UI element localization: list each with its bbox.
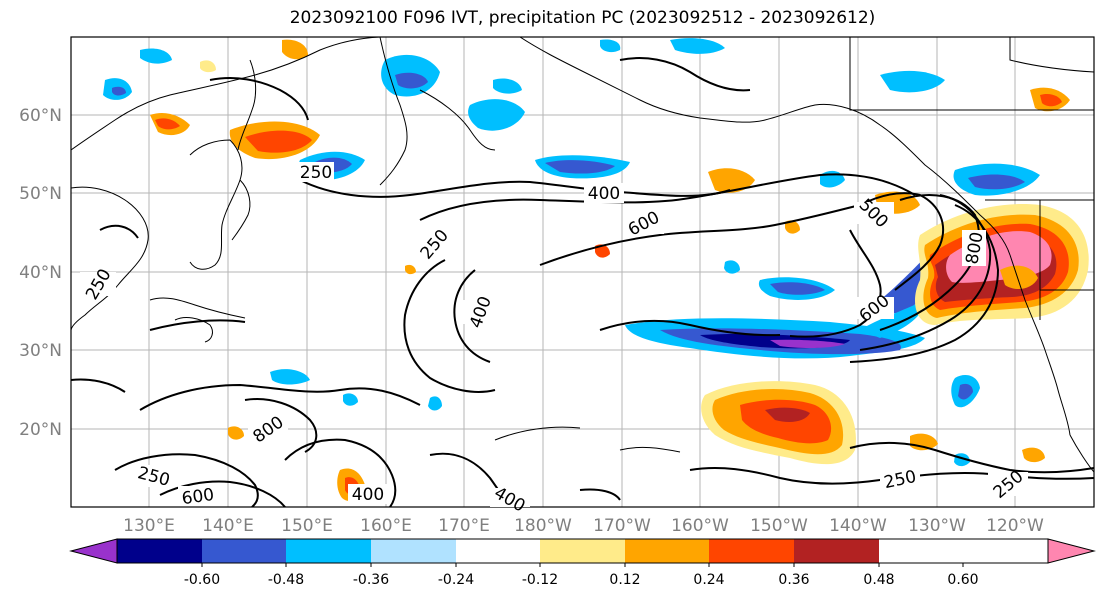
contour-labels: 250 400 600 250 400 500 800 600 250 800 …	[80, 162, 1028, 517]
colorbar-ticks: -0.60 -0.48 -0.36 -0.24 -0.12 0.12 0.24 0.36 0.4…	[184, 563, 979, 588]
colorbar-tick-label: 0.48	[863, 572, 894, 588]
colorbar-under-arrow	[69, 538, 118, 564]
contour-label: 250	[300, 163, 332, 183]
lon-label: 160°W	[671, 516, 729, 536]
lon-label: 140°W	[829, 516, 887, 536]
colorbar-segment	[625, 539, 709, 563]
colorbar-tick-label: 0.24	[693, 572, 724, 588]
colorbar-segment	[286, 539, 371, 563]
colorbar-tick-label: 0.36	[778, 572, 809, 588]
colorbar-segment	[794, 539, 879, 563]
colorbar-tick-label: 0.12	[609, 572, 640, 588]
colorbar-tick-label: -0.36	[353, 572, 389, 588]
lat-label: 40°N	[19, 263, 62, 283]
graticule	[71, 37, 1094, 507]
lon-label: 130°W	[908, 516, 966, 536]
colorbar-tick-label: -0.60	[184, 572, 220, 588]
contour-label: 400	[588, 184, 620, 204]
colorbar-tick-label: -0.48	[268, 572, 304, 588]
colorbar-over-arrow	[1047, 538, 1096, 564]
colorbar-segment	[371, 539, 456, 563]
lat-label: 50°N	[19, 184, 62, 204]
lat-label: 30°N	[19, 341, 62, 361]
colorbar: -0.60 -0.48 -0.36 -0.24 -0.12 0.12 0.24 0.36 0.4…	[69, 538, 1096, 588]
lon-label: 160°E	[360, 516, 412, 536]
lon-label: 140°E	[202, 516, 254, 536]
lat-label: 20°N	[19, 420, 62, 440]
colorbar-frame	[116, 538, 1049, 564]
contour-label: 600	[181, 485, 216, 509]
lon-label: 180°W	[514, 516, 572, 536]
colorbar-segment	[540, 539, 625, 563]
lon-label: 120°W	[986, 516, 1044, 536]
colorbar-tick-label: 0.60	[947, 572, 978, 588]
coastlines	[71, 37, 1094, 473]
lon-label: 150°E	[281, 516, 333, 536]
latitude-labels: 60°N 50°N 40°N 30°N 20°N	[19, 106, 62, 440]
colorbar-segment	[456, 539, 540, 563]
lat-label: 60°N	[19, 106, 62, 126]
colorbar-tick-label: -0.12	[522, 572, 558, 588]
colorbar-segment	[709, 539, 794, 563]
colorbar-tick-label: -0.24	[438, 572, 474, 588]
longitude-labels: 130°E 140°E 150°E 160°E 170°E 180°W 170°…	[123, 516, 1044, 536]
colorbar-segment	[117, 539, 202, 563]
lon-label: 150°W	[750, 516, 808, 536]
contour-label: 400	[352, 485, 384, 505]
colorbar-segment	[202, 539, 286, 563]
colorbar-segments	[117, 539, 879, 563]
map-title: 2023092100 F096 IVT, precipitation PC (2…	[289, 8, 876, 28]
lon-label: 170°E	[438, 516, 490, 536]
lon-label: 130°E	[123, 516, 175, 536]
lon-label: 170°W	[593, 516, 651, 536]
map-frame	[70, 36, 1095, 508]
